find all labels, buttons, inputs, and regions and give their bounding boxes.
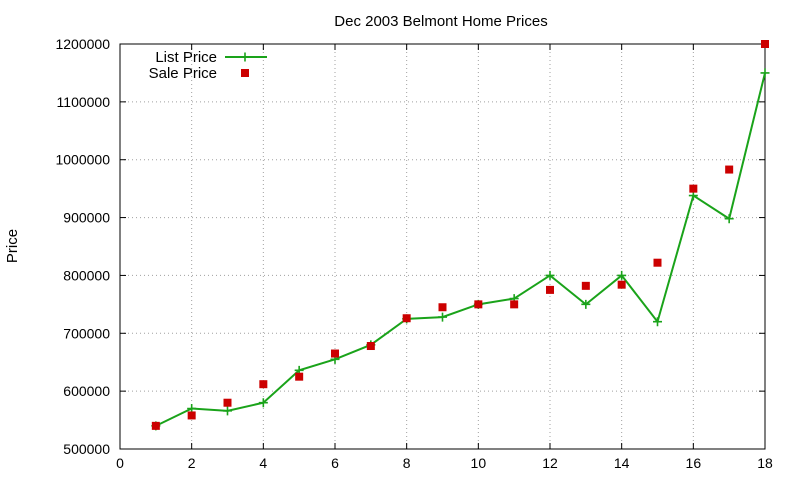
y-tick-label: 700000	[63, 325, 110, 341]
x-tick-label: 8	[403, 455, 411, 471]
data-point	[258, 398, 268, 408]
x-tick-label: 16	[686, 455, 702, 471]
y-tick-label: 1100000	[57, 94, 111, 110]
legend-marker	[240, 52, 250, 62]
chart-title: Dec 2003 Belmont Home Prices	[334, 13, 547, 30]
x-tick-label: 4	[259, 455, 267, 471]
y-tick-label: 1200000	[55, 36, 110, 52]
data-point	[187, 411, 196, 420]
data-point	[402, 314, 411, 323]
data-point	[223, 406, 232, 416]
data-point	[259, 380, 268, 389]
data-point	[617, 280, 626, 289]
data-point	[223, 398, 232, 407]
data-point	[760, 68, 770, 78]
x-tick-label: 14	[614, 455, 630, 471]
data-point	[438, 312, 447, 322]
x-tick-label: 0	[116, 455, 124, 471]
legend-label: List Price	[155, 49, 217, 66]
series-list-price	[151, 68, 770, 431]
data-point	[546, 285, 554, 294]
x-tick-label: 10	[471, 455, 487, 471]
data-point	[689, 184, 698, 193]
data-point	[724, 214, 734, 224]
data-point	[581, 299, 591, 309]
data-point	[617, 270, 627, 280]
data-point	[151, 421, 160, 430]
data-point	[761, 40, 769, 48]
data-point	[581, 281, 590, 290]
data-point	[331, 349, 339, 358]
data-point	[510, 300, 519, 309]
legend-label: Sale Price	[149, 65, 217, 82]
y-tick-label: 500000	[63, 441, 110, 457]
series-line	[155, 72, 766, 427]
legend-marker	[241, 69, 249, 77]
data-point	[438, 303, 447, 312]
data-point	[474, 300, 483, 309]
data-point	[653, 258, 662, 267]
x-tick-label: 6	[331, 455, 339, 471]
axes: 0 2 4 6 8 10 12 14 16 18 500000 600000 700000 800000 9…	[55, 36, 773, 471]
y-axis-label: Price	[4, 229, 21, 263]
y-tick-label: 800000	[63, 267, 110, 283]
data-point	[653, 317, 662, 327]
y-tick-label: 1000000	[55, 152, 110, 168]
y-tick-label: 900000	[63, 210, 110, 226]
plot-border	[119, 43, 766, 450]
plot-area	[151, 40, 770, 431]
y-tick-label: 600000	[63, 383, 110, 399]
data-point	[366, 342, 375, 351]
x-tick-label: 2	[188, 455, 196, 471]
data-point	[725, 165, 734, 174]
series-sale-price	[151, 40, 769, 430]
x-tick-label: 18	[757, 455, 773, 471]
data-point	[545, 270, 555, 280]
x-tick-label: 12	[542, 455, 558, 471]
data-point	[295, 372, 304, 381]
grid	[120, 44, 765, 449]
